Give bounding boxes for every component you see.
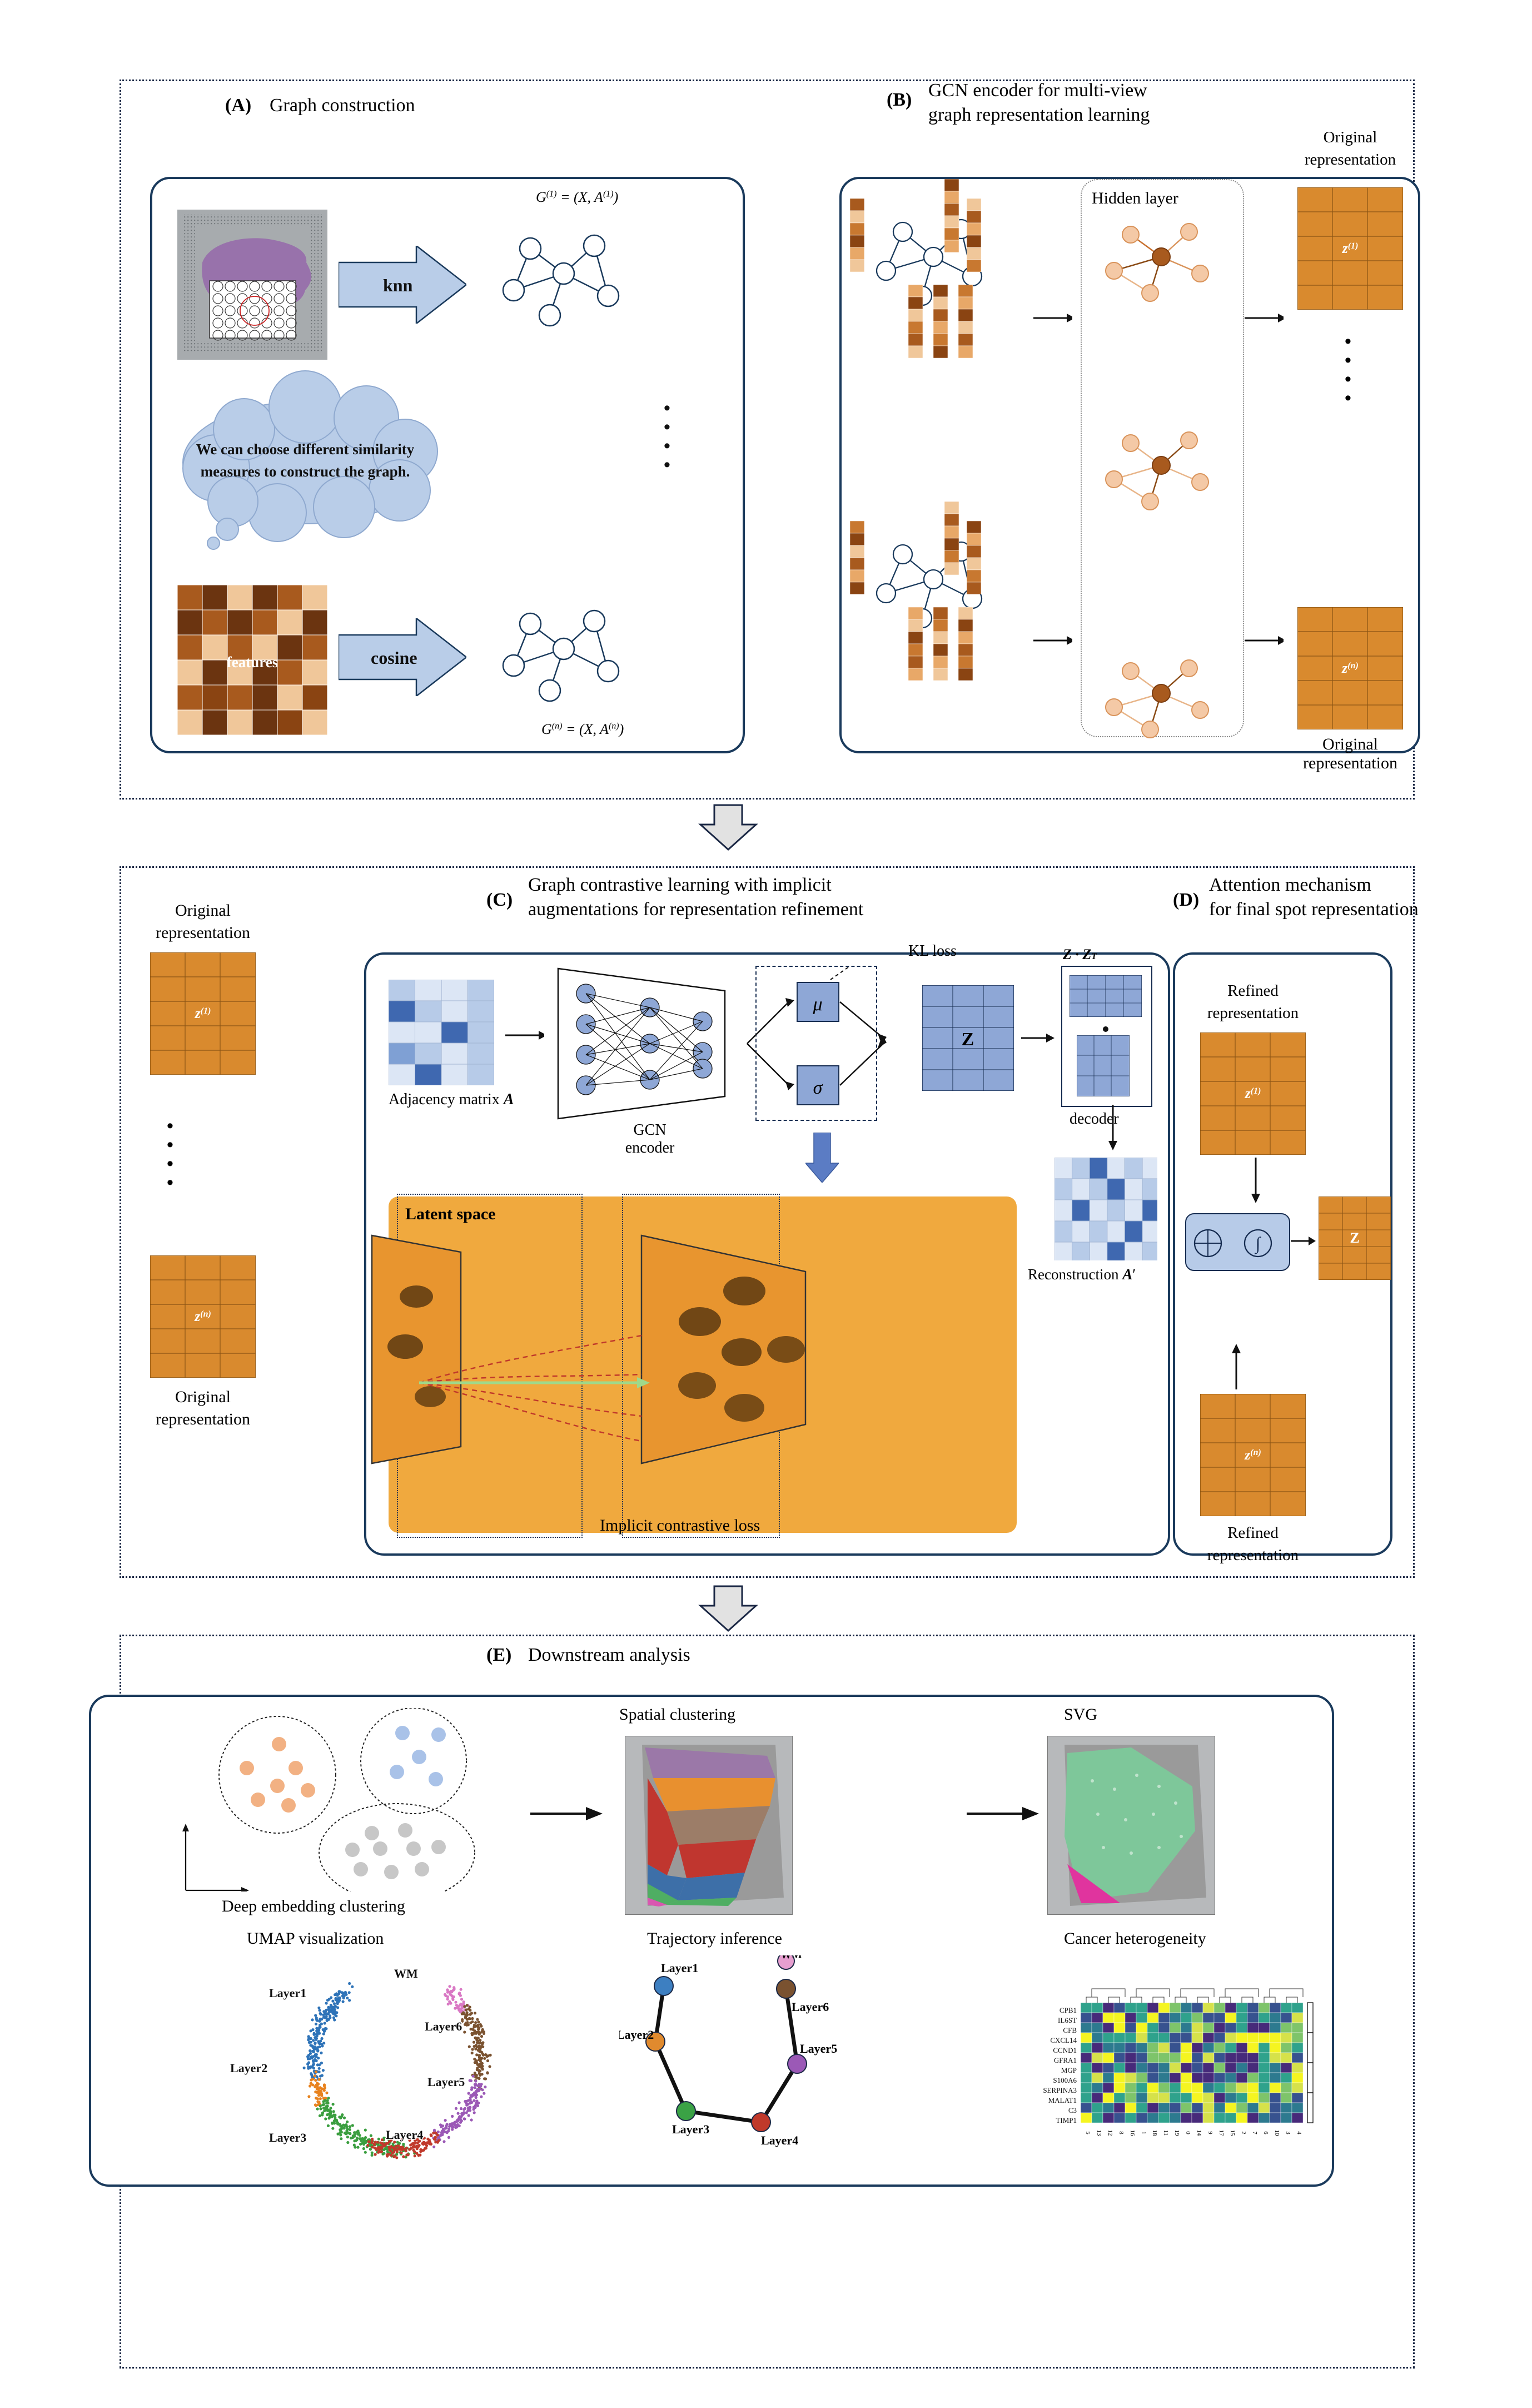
svg-text:Layer5: Layer5 (427, 2075, 465, 2089)
svg-text:13: 13 (1096, 2130, 1102, 2137)
svg-text:2: 2 (1240, 2131, 1247, 2134)
svg-text:CCND1: CCND1 (1053, 2046, 1077, 2054)
svg-text:S100A6: S100A6 (1053, 2076, 1077, 2084)
svg-text:C3: C3 (1068, 2106, 1077, 2114)
svg-text:σ: σ (813, 1078, 823, 1098)
svg-text:MALAT1: MALAT1 (1048, 2096, 1077, 2104)
svg-text:15: 15 (1229, 2130, 1236, 2137)
svg-text:6: 6 (1262, 2131, 1269, 2134)
svg-text:features: features (227, 654, 278, 671)
svg-text:Layer4: Layer4 (761, 2133, 798, 2147)
svg-text:10: 10 (1274, 2130, 1280, 2137)
svg-text:GFRA1: GFRA1 (1054, 2056, 1077, 2064)
svg-text:WM: WM (780, 1955, 802, 1961)
svg-text:11: 11 (1162, 2130, 1169, 2136)
svg-text:We can choose different simila: We can choose different similarity (196, 441, 415, 458)
svg-text:CPB1: CPB1 (1060, 2006, 1077, 2014)
svg-text:7: 7 (1251, 2131, 1258, 2134)
svg-text:12: 12 (1107, 2130, 1113, 2136)
svg-text:measures to construct the grap: measures to construct the graph. (201, 463, 410, 480)
svg-text:Z: Z (1350, 1230, 1359, 1246)
svg-text:3: 3 (1285, 2131, 1291, 2134)
svg-text:Layer6: Layer6 (792, 2000, 829, 2014)
svg-text:Layer5: Layer5 (800, 2042, 837, 2056)
svg-text:∫: ∫ (1255, 1233, 1262, 1254)
svg-text:CXCL14: CXCL14 (1050, 2036, 1077, 2044)
svg-text:9: 9 (1207, 2131, 1213, 2134)
svg-text:Layer2: Layer2 (619, 2028, 654, 2042)
svg-text:CFB: CFB (1063, 2026, 1077, 2034)
svg-text:Layer6: Layer6 (425, 2019, 462, 2033)
svg-text:1: 1 (1140, 2131, 1147, 2134)
svg-text:18: 18 (1151, 2130, 1158, 2137)
svg-text:17: 17 (1218, 2130, 1225, 2137)
svg-text:0: 0 (1185, 2131, 1191, 2134)
svg-text:5: 5 (1085, 2131, 1091, 2134)
svg-text:MGP: MGP (1061, 2066, 1077, 2074)
svg-text:WM: WM (394, 1967, 418, 1980)
svg-text:14: 14 (1196, 2130, 1202, 2137)
svg-text:μ: μ (812, 994, 822, 1015)
svg-text:Layer4: Layer4 (386, 2128, 423, 2142)
svg-text:4: 4 (1296, 2131, 1302, 2134)
svg-text:Z: Z (962, 1029, 974, 1050)
svg-text:Layer3: Layer3 (672, 2122, 709, 2136)
svg-text:cosine: cosine (371, 648, 417, 668)
svg-text:Layer1: Layer1 (661, 1961, 698, 1975)
svg-text:knn: knn (383, 275, 413, 295)
svg-text:TIMP1: TIMP1 (1056, 2116, 1077, 2124)
svg-text:Layer3: Layer3 (269, 2131, 306, 2144)
svg-text:19: 19 (1173, 2130, 1180, 2137)
svg-text:IL6ST: IL6ST (1058, 2016, 1077, 2024)
svg-text:Layer2: Layer2 (230, 2061, 267, 2075)
svg-text:16: 16 (1129, 2130, 1136, 2137)
svg-text:SERPINA3: SERPINA3 (1043, 2086, 1077, 2094)
svg-text:8: 8 (1118, 2131, 1125, 2134)
svg-text:Layer1: Layer1 (269, 1986, 306, 2000)
